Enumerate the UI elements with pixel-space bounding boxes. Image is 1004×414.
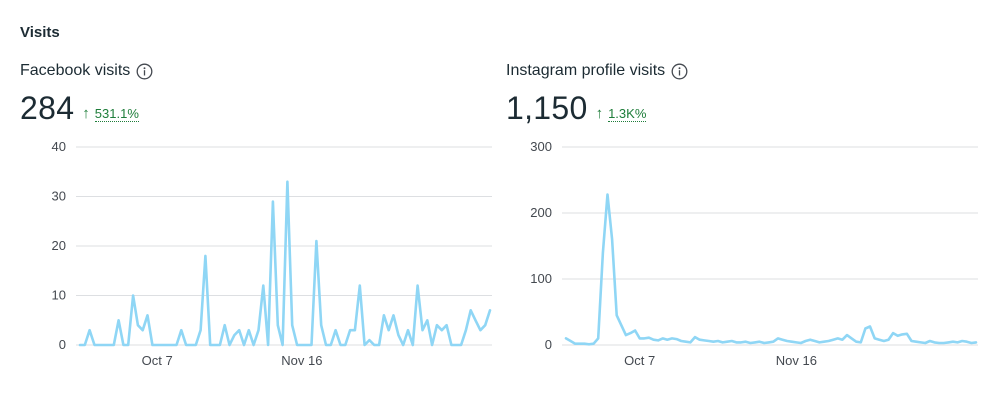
instagram-chart-svg: 0 100 200 300 Oct 7 Nov 16 — [530, 139, 978, 368]
facebook-change-value: 531.1% — [94, 106, 139, 122]
facebook-chart-y-tick-label: 20 — [52, 238, 66, 253]
instagram-visits-card: Instagram profile visits 1,150 ↑ 1.3K% 0… — [506, 58, 986, 388]
instagram-change-value: 1.3K% — [608, 106, 647, 122]
facebook-chart-y-tick-label: 40 — [52, 139, 66, 154]
arrow-up-icon: ↑ — [595, 105, 604, 122]
instagram-change[interactable]: ↑ 1.3K% — [595, 105, 647, 123]
instagram-chart-series-line — [564, 193, 978, 346]
facebook-chart-y-tick-label: 0 — [59, 337, 66, 352]
instagram-chart-y-tick-label: 100 — [530, 271, 552, 286]
instagram-visits-header: Instagram profile visits — [506, 58, 986, 84]
instagram-visits-value: 1,150 — [506, 90, 588, 126]
section-title: Visits — [20, 24, 60, 41]
facebook-chart-series-line — [78, 180, 492, 347]
instagram-chart-y-tick-label: 300 — [530, 139, 552, 154]
instagram-chart-y-tick-label: 200 — [530, 205, 552, 220]
info-icon[interactable] — [671, 63, 688, 80]
facebook-chart-y-tick-label: 10 — [52, 288, 66, 303]
instagram-visits-chart: 0 100 200 300 Oct 7 Nov 16 — [506, 138, 986, 378]
instagram-metric-row: 1,150 ↑ 1.3K% — [506, 90, 986, 130]
facebook-visits-value: 284 — [20, 90, 75, 126]
instagram-chart-x-tick-label: Oct 7 — [624, 353, 655, 368]
info-icon[interactable] — [136, 63, 153, 80]
facebook-visits-header: Facebook visits — [20, 58, 500, 84]
instagram-visits-label: Instagram profile visits — [506, 62, 666, 79]
facebook-chart-x-tick-label: Nov 16 — [281, 353, 322, 368]
facebook-change[interactable]: ↑ 531.1% — [82, 105, 139, 123]
facebook-visits-label: Facebook visits — [20, 62, 131, 79]
facebook-metric-row: 284 ↑ 531.1% — [20, 90, 500, 130]
facebook-chart-x-tick-label: Oct 7 — [142, 353, 173, 368]
instagram-chart-y-tick-label: 0 — [545, 337, 552, 352]
instagram-chart-x-tick-label: Nov 16 — [776, 353, 817, 368]
facebook-chart-y-tick-label: 30 — [52, 189, 66, 204]
facebook-chart-svg: 0 10 20 30 40 Oct 7 Nov 16 — [52, 139, 492, 368]
arrow-up-icon: ↑ — [82, 105, 90, 122]
facebook-visits-chart: 0 10 20 30 40 Oct 7 Nov 16 — [20, 138, 500, 378]
facebook-visits-card: Facebook visits 284 ↑ 531.1% 0 10 20 30 40 Oc… — [20, 58, 500, 388]
